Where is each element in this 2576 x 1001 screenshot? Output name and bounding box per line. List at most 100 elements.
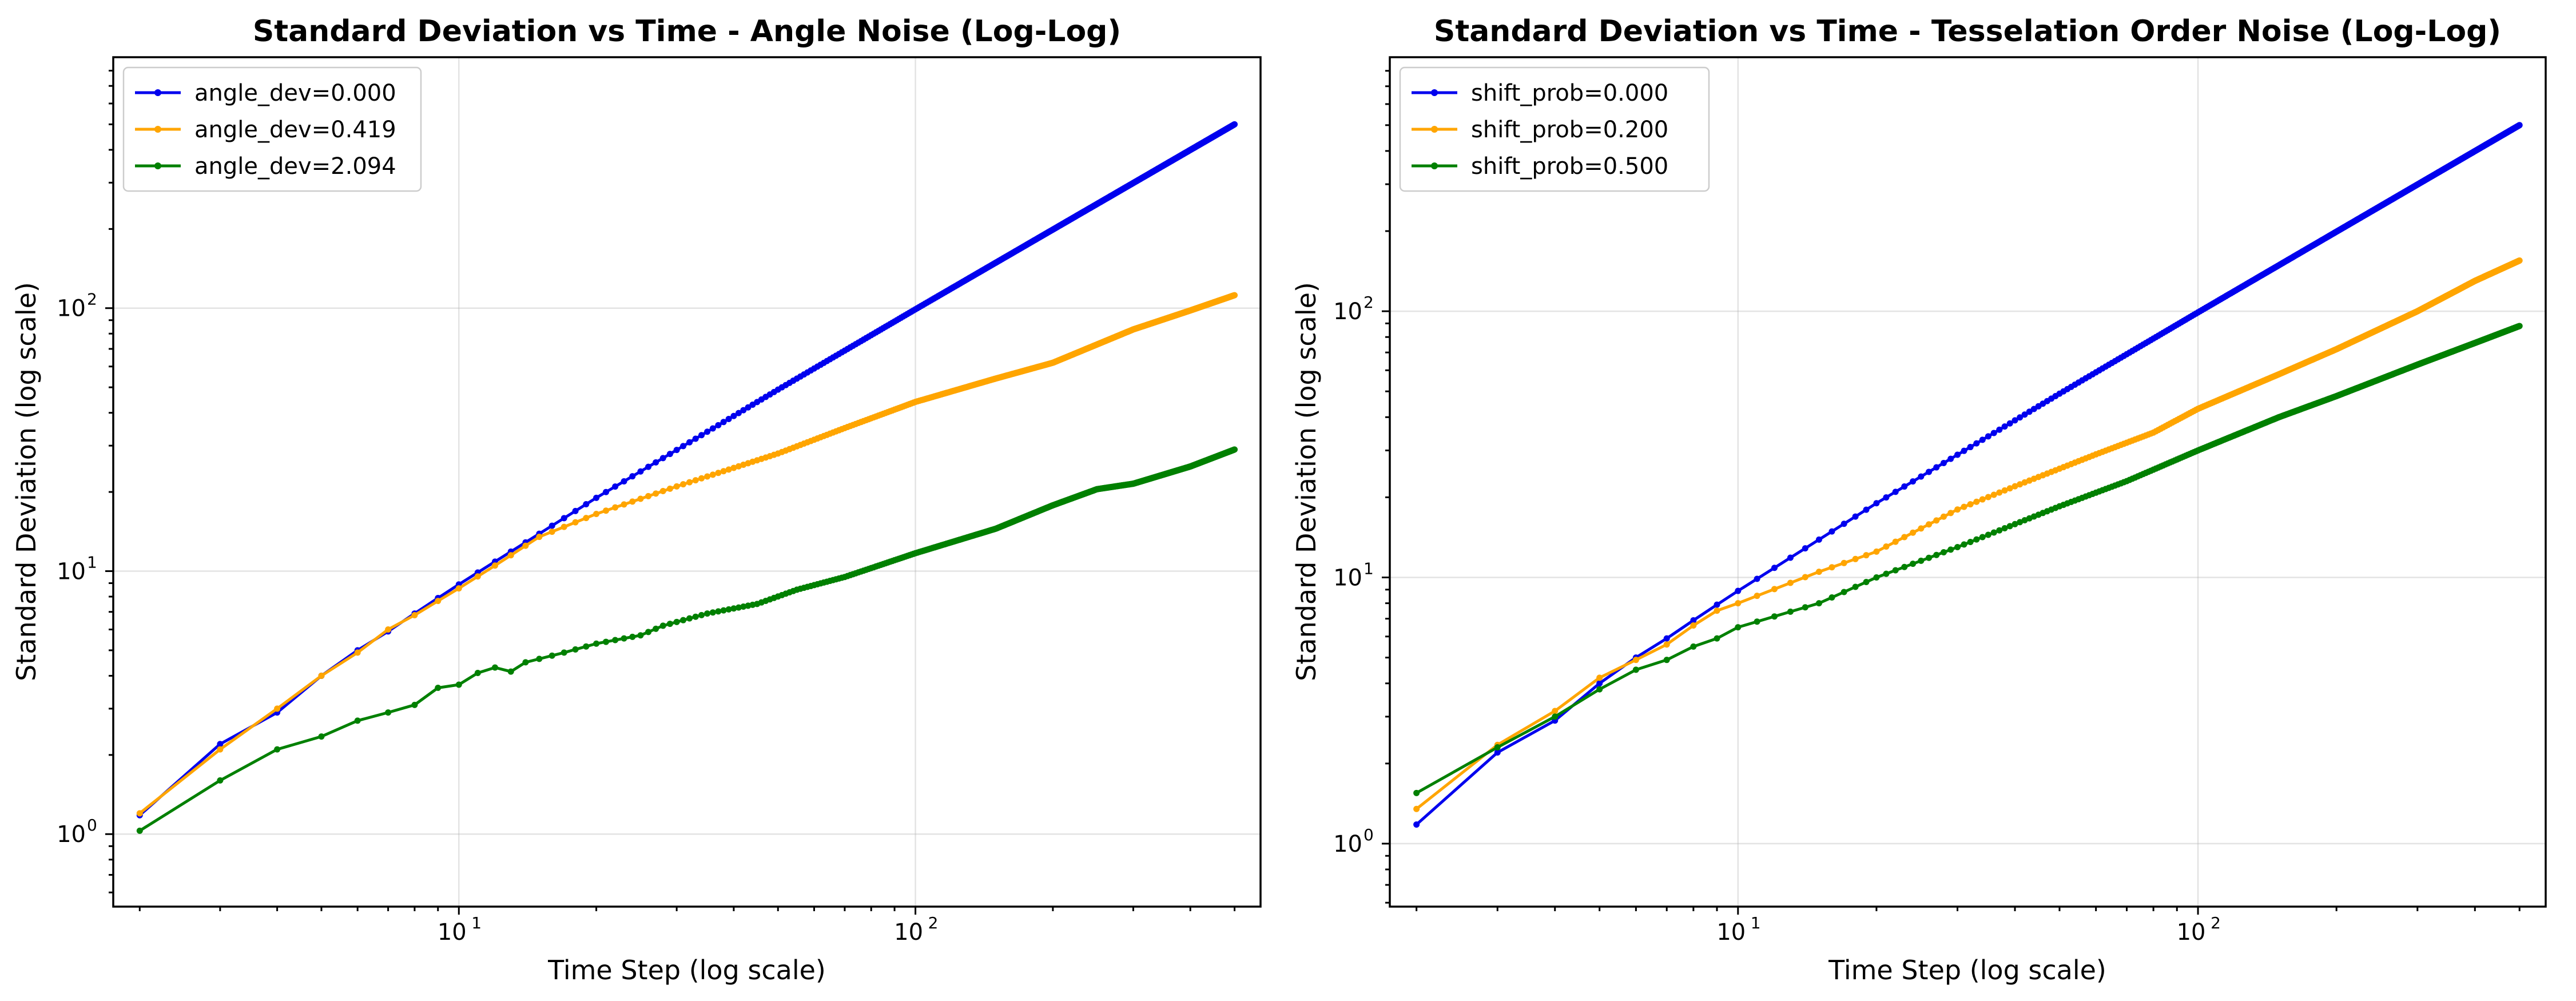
data-point <box>1596 680 1603 687</box>
data-point <box>274 746 281 753</box>
y-axis-label: Standard Deviation (log scale) <box>11 282 42 681</box>
data-point <box>583 515 590 522</box>
data-point <box>621 501 627 508</box>
data-point <box>354 717 361 724</box>
data-point <box>603 507 610 514</box>
data-point <box>593 510 600 517</box>
data-point <box>1494 749 1501 756</box>
data-point <box>709 425 716 432</box>
legend-entry: angle_dev=0.000 <box>194 80 396 106</box>
data-point <box>720 419 727 426</box>
data-point <box>1973 536 1980 543</box>
y-tick-label: 10 <box>57 296 86 322</box>
data-point <box>1714 601 1720 608</box>
data-point <box>1979 496 1986 503</box>
series-line <box>1415 124 2521 826</box>
data-point <box>1632 666 1639 673</box>
series-2 <box>1413 323 2523 796</box>
series-line <box>1416 324 2521 795</box>
data-point <box>735 604 742 611</box>
data-point <box>1828 564 1835 571</box>
data-point <box>411 701 418 708</box>
data-point <box>629 633 636 640</box>
data-point <box>653 625 659 632</box>
data-point <box>621 635 627 642</box>
data-point <box>1771 565 1778 571</box>
data-point <box>686 479 693 486</box>
data-point <box>1940 549 1947 555</box>
data-point <box>560 649 567 656</box>
data-point <box>2017 519 2024 526</box>
data-point <box>2011 417 2018 424</box>
data-point <box>1771 586 1778 593</box>
data-point <box>1596 674 1603 681</box>
data-point <box>2001 487 2008 494</box>
data-point <box>1852 513 1859 520</box>
data-point <box>274 705 281 712</box>
data-point <box>2001 525 2008 531</box>
data-point <box>1954 543 1961 550</box>
y-tick-exponent: 2 <box>1363 293 1374 312</box>
data-point <box>704 610 711 617</box>
data-point <box>1926 521 1933 528</box>
data-point <box>1863 552 1870 559</box>
data-point <box>1926 468 1933 475</box>
data-point <box>1863 579 1870 586</box>
data-point <box>560 515 567 522</box>
series-markers <box>136 292 1238 817</box>
data-point <box>1828 528 1835 535</box>
data-point <box>318 733 325 740</box>
data-point <box>1815 536 1822 543</box>
data-point <box>1901 483 1908 490</box>
data-point <box>1883 570 1890 577</box>
data-point <box>572 646 579 653</box>
data-point <box>735 410 742 416</box>
data-point <box>735 463 742 470</box>
data-point <box>692 435 699 442</box>
data-point <box>1863 506 1870 513</box>
data-point <box>1990 491 1997 498</box>
legend-marker <box>1431 89 1438 96</box>
data-point <box>704 428 711 435</box>
data-point <box>704 473 711 480</box>
data-point <box>645 492 652 499</box>
data-point <box>1787 608 1794 615</box>
legend-marker <box>1431 126 1438 133</box>
data-point <box>680 443 687 450</box>
data-point <box>548 529 555 535</box>
data-point <box>1828 594 1835 601</box>
data-point <box>698 432 705 439</box>
data-point <box>1231 446 1238 453</box>
legend: shift_prob=0.000 shift_prob=0.200 shift_pr… <box>1399 66 1710 192</box>
data-point <box>1985 494 1991 500</box>
data-point <box>491 664 498 671</box>
data-point <box>1961 447 1967 454</box>
data-point <box>1883 543 1890 550</box>
legend-entry: angle_dev=2.094 <box>194 153 396 180</box>
data-point <box>653 459 659 466</box>
legend-marker <box>154 162 161 169</box>
data-point <box>1990 529 1997 536</box>
data-point <box>1892 538 1899 545</box>
data-point <box>572 519 579 526</box>
data-point <box>507 668 514 675</box>
data-point <box>709 471 716 478</box>
data-point <box>1815 600 1822 607</box>
legend-marker <box>154 89 161 96</box>
y-tick-exponent: 0 <box>1363 825 1374 844</box>
y-tick-exponent: 1 <box>1363 559 1374 578</box>
data-point <box>593 494 600 501</box>
data-point <box>1933 551 1940 558</box>
data-point <box>2011 521 2018 527</box>
data-point <box>1979 534 1986 541</box>
data-point <box>548 652 555 659</box>
data-point <box>572 507 579 514</box>
data-point <box>1873 500 1880 507</box>
data-point <box>659 488 666 495</box>
data-point <box>1947 510 1954 517</box>
data-point <box>1910 561 1917 567</box>
data-point <box>1852 555 1859 562</box>
data-point <box>1231 292 1238 299</box>
data-point <box>1714 635 1720 642</box>
